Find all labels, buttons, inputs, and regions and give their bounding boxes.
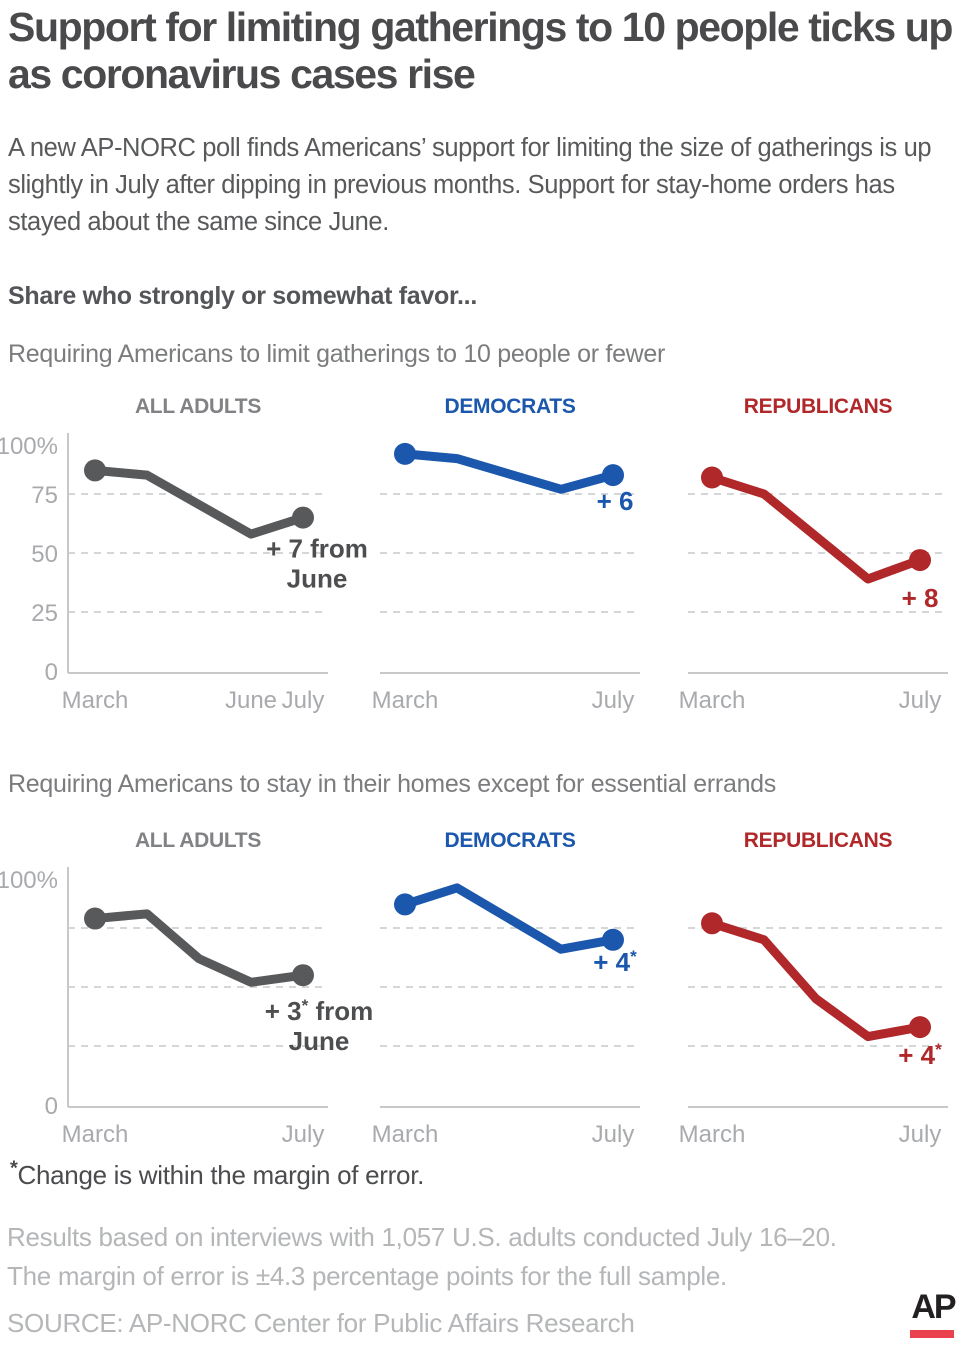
subtitle: A new AP-NORC poll finds Americans’ supp… xyxy=(8,134,932,237)
panel-header: REPUBLICANS xyxy=(744,829,893,852)
data-point-dot xyxy=(909,1016,931,1039)
trend-line xyxy=(400,883,618,954)
y-tick-label: 0 xyxy=(45,659,58,686)
y-tick-label: 25 xyxy=(31,600,58,627)
trend-line xyxy=(90,465,308,539)
chart-section-title-limit-gatherings: Requiring Americans to limit gatherings … xyxy=(8,340,666,368)
data-point-dot xyxy=(394,893,416,916)
footnote-asterisk: * xyxy=(10,1157,18,1180)
trend-line xyxy=(707,918,925,1042)
change-annotation: + 3* from xyxy=(265,996,374,1026)
data-point-dot xyxy=(602,928,624,951)
annotation-text: from xyxy=(308,996,373,1026)
change-annotation: + 8 xyxy=(902,583,939,613)
y-tick-label: 100% xyxy=(0,433,58,460)
annotation-text: + 4 xyxy=(593,947,630,977)
panel-header: ALL ADULTS xyxy=(135,395,261,418)
y-tick-label: 100% xyxy=(0,867,58,894)
data-point-dot xyxy=(292,964,314,987)
methodology-line-1: Results based on interviews with 1,057 U… xyxy=(7,1222,837,1252)
annotation-text: + 8 xyxy=(902,583,939,613)
x-tick-label: March xyxy=(62,1121,129,1148)
annotation-text: + 4 xyxy=(898,1040,935,1070)
change-annotation: + 4* xyxy=(898,1040,942,1070)
annotation-asterisk: * xyxy=(302,996,309,1015)
x-tick-label: July xyxy=(282,1121,325,1148)
panel-header: DEMOCRATS xyxy=(444,829,575,852)
x-tick-label: July xyxy=(282,687,325,714)
trend-line xyxy=(90,909,308,987)
data-point-dot xyxy=(84,459,106,482)
x-tick-label: March xyxy=(679,1121,746,1148)
x-tick-label: July xyxy=(899,1121,942,1148)
data-point-dot xyxy=(394,442,416,465)
trend-line xyxy=(707,472,925,584)
panel-header: DEMOCRATS xyxy=(444,395,575,418)
trend-line xyxy=(400,449,618,494)
x-tick-label: March xyxy=(372,1121,439,1148)
data-point-dot xyxy=(701,466,723,489)
page-title: Support for limiting gatherings to 10 pe… xyxy=(8,4,953,98)
annotation-asterisk: * xyxy=(630,947,637,966)
change-annotation: + 6 xyxy=(597,486,634,516)
annotation-text: + 3 xyxy=(265,996,302,1026)
panel-header: REPUBLICANS xyxy=(744,395,893,418)
footnote-text: Change is within the margin of error. xyxy=(17,1160,425,1190)
data-point-dot xyxy=(292,506,314,529)
ap-logo-red-bar xyxy=(910,1329,954,1338)
annotation-text: + 7 from xyxy=(266,534,368,564)
x-tick-label: March xyxy=(372,687,439,714)
change-annotation: + 4* xyxy=(593,947,637,977)
change-annotation: + 7 from xyxy=(266,534,368,564)
change-annotation: June xyxy=(287,564,348,594)
annotation-text: + 6 xyxy=(597,486,634,516)
change-annotation: June xyxy=(289,1026,350,1056)
x-tick-label: July xyxy=(592,1121,635,1148)
x-tick-label: July xyxy=(899,687,942,714)
data-point-dot xyxy=(602,464,624,487)
methodology-line-2: The margin of error is ±4.3 percentage p… xyxy=(7,1261,727,1291)
y-tick-label: 50 xyxy=(31,541,58,568)
y-tick-label: 0 xyxy=(45,1093,58,1120)
x-tick-label: March xyxy=(679,687,746,714)
y-tick-label: 75 xyxy=(31,482,58,509)
data-point-dot xyxy=(84,907,106,930)
source-line: SOURCE: AP-NORC Center for Public Affair… xyxy=(7,1308,635,1338)
chart-section-title-stay-home: Requiring Americans to stay in their hom… xyxy=(8,770,776,798)
data-point-dot xyxy=(701,912,723,935)
x-tick-label: June xyxy=(225,687,277,714)
annotation-asterisk: * xyxy=(935,1040,942,1059)
annotation-text: June xyxy=(289,1026,350,1056)
data-point-dot xyxy=(909,549,931,572)
lede-share-favor: Share who strongly or somewhat favor... xyxy=(8,282,477,310)
ap-logo: AP xyxy=(910,1288,957,1338)
panel-header: ALL ADULTS xyxy=(135,829,261,852)
ap-logo-text: AP xyxy=(911,1288,956,1326)
x-tick-label: March xyxy=(62,687,129,714)
x-tick-label: July xyxy=(592,687,635,714)
annotation-text: June xyxy=(287,564,348,594)
footnote: *Change is within the margin of error. xyxy=(10,1157,425,1191)
